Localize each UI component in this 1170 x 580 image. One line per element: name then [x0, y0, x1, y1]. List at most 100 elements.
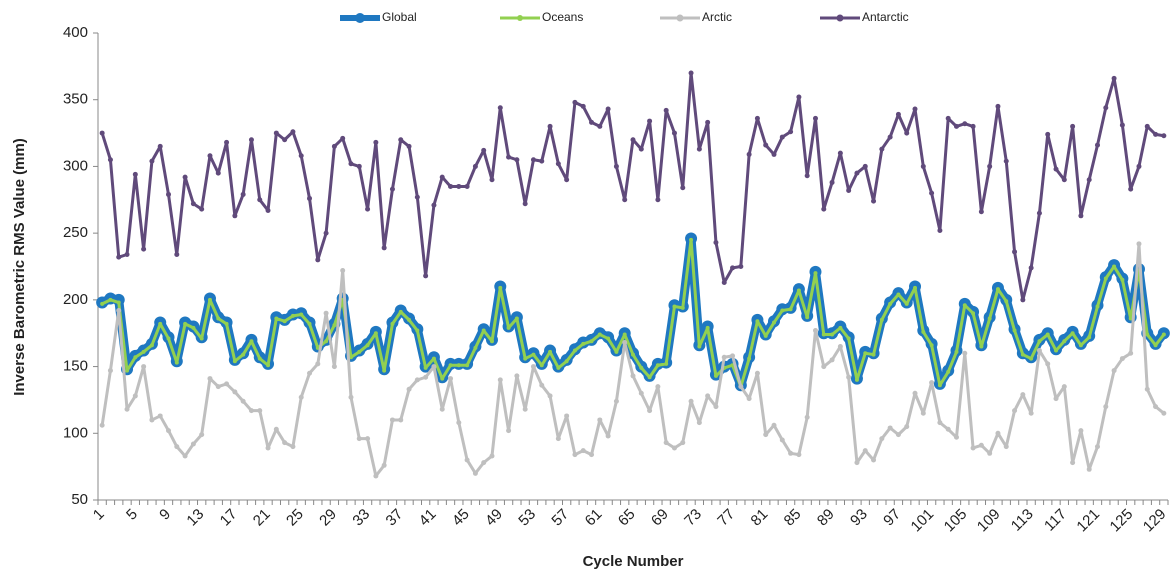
data-point	[995, 103, 1001, 109]
data-point	[448, 363, 453, 368]
x-tick-label: 117	[1041, 506, 1070, 535]
data-point	[1012, 408, 1018, 414]
data-point	[257, 356, 262, 361]
data-point	[365, 436, 371, 442]
data-point	[837, 344, 843, 350]
data-point	[672, 304, 677, 309]
data-point	[921, 329, 926, 334]
data-point	[497, 377, 503, 383]
data-point	[705, 119, 711, 125]
data-point	[382, 368, 387, 373]
data-point	[390, 321, 395, 326]
data-point	[937, 420, 943, 426]
data-point	[141, 246, 147, 252]
x-tick-label: 37	[383, 506, 407, 530]
data-point	[639, 365, 644, 370]
data-point	[232, 359, 237, 364]
data-point	[423, 365, 428, 370]
data-point	[572, 348, 577, 353]
data-point	[315, 257, 321, 263]
data-point	[987, 316, 992, 321]
data-point	[671, 130, 677, 136]
x-tick-label: 17	[217, 506, 241, 530]
data-point	[340, 135, 346, 141]
data-point	[746, 396, 752, 402]
x-tick-label: 9	[156, 506, 174, 524]
data-point	[240, 398, 246, 404]
data-point	[979, 344, 984, 349]
data-point	[182, 453, 188, 459]
data-point	[663, 440, 669, 446]
series-line	[101, 238, 1166, 389]
data-point	[431, 364, 437, 370]
x-tick-label: 105	[941, 506, 971, 536]
data-point	[763, 432, 769, 438]
data-point	[381, 462, 387, 468]
x-tick-label: 45	[449, 506, 473, 530]
data-point	[498, 285, 503, 290]
data-point	[713, 373, 718, 378]
legend-marker	[355, 13, 365, 23]
data-point	[613, 163, 619, 169]
data-point	[1103, 276, 1108, 281]
data-point	[572, 99, 578, 105]
data-point	[389, 417, 395, 423]
data-point	[1054, 348, 1059, 353]
data-point	[282, 440, 288, 446]
y-tick-label: 300	[63, 157, 88, 174]
data-point	[879, 317, 884, 322]
data-point	[937, 227, 943, 233]
data-point	[481, 147, 487, 153]
data-point	[407, 317, 412, 322]
data-point	[572, 452, 578, 458]
data-point	[207, 297, 212, 302]
data-point	[1145, 332, 1150, 337]
data-point	[116, 254, 122, 260]
data-point	[1153, 343, 1158, 348]
data-point	[331, 364, 337, 370]
data-point	[780, 308, 785, 313]
data-point	[530, 157, 536, 163]
data-point	[149, 417, 155, 423]
data-point	[1136, 163, 1142, 169]
data-point	[747, 356, 752, 361]
x-tick-label: 13	[183, 506, 207, 530]
data-point	[348, 355, 353, 360]
x-tick-label: 89	[814, 506, 838, 530]
data-point	[373, 139, 379, 145]
data-point	[920, 163, 926, 169]
data-point	[631, 352, 635, 357]
data-point	[439, 406, 445, 412]
data-point	[805, 315, 810, 320]
data-point	[664, 361, 669, 366]
data-point	[1144, 123, 1150, 129]
data-point	[1078, 213, 1084, 219]
x-tick-label: 85	[781, 506, 805, 530]
data-point	[539, 363, 544, 368]
data-point	[862, 163, 868, 169]
data-point	[232, 213, 238, 219]
data-point	[257, 408, 263, 414]
data-point	[506, 154, 512, 160]
data-point	[871, 457, 877, 463]
data-point	[1087, 335, 1092, 340]
data-point	[439, 174, 445, 180]
data-point	[721, 280, 727, 286]
x-tick-label: 101	[908, 506, 938, 536]
data-point	[141, 364, 147, 370]
data-point	[788, 129, 794, 135]
data-point	[307, 195, 313, 201]
data-point	[1078, 428, 1084, 434]
data-point	[224, 381, 230, 387]
data-point	[1119, 122, 1125, 128]
data-point	[530, 364, 536, 370]
data-point	[829, 357, 835, 363]
data-point	[132, 171, 138, 177]
data-point	[132, 393, 138, 399]
data-point	[1103, 105, 1109, 111]
data-point	[299, 312, 304, 317]
data-point	[863, 351, 868, 356]
data-point	[373, 473, 379, 479]
legend-marker	[836, 14, 844, 22]
